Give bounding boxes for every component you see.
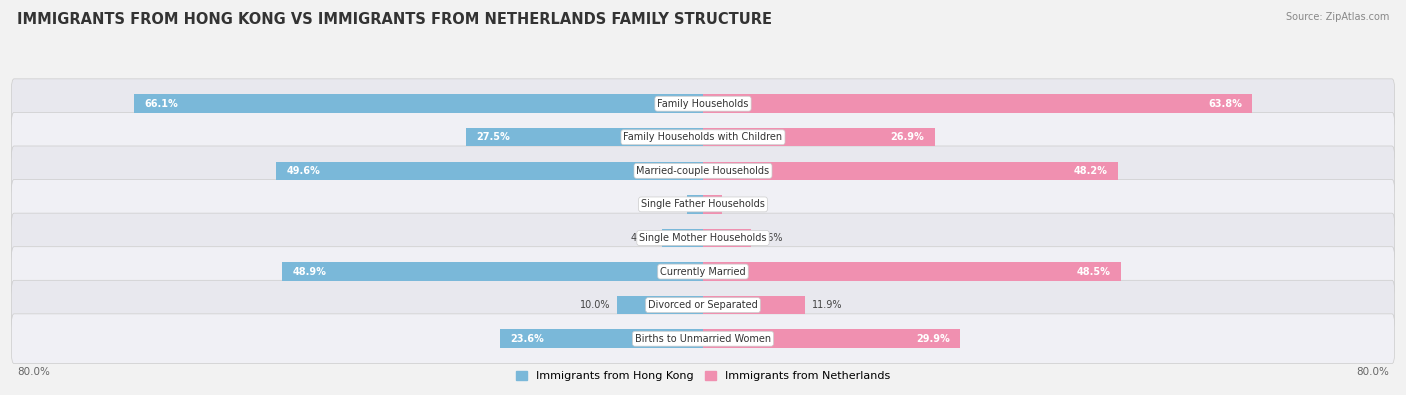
Text: Divorced or Separated: Divorced or Separated xyxy=(648,300,758,310)
Bar xyxy=(134,94,703,113)
Bar xyxy=(617,296,703,314)
Bar xyxy=(499,329,703,348)
Text: 80.0%: 80.0% xyxy=(1357,367,1389,377)
FancyBboxPatch shape xyxy=(11,280,1395,330)
Bar xyxy=(703,262,1121,281)
Bar xyxy=(276,162,703,180)
Text: Single Mother Households: Single Mother Households xyxy=(640,233,766,243)
FancyBboxPatch shape xyxy=(11,180,1395,229)
FancyBboxPatch shape xyxy=(11,113,1395,162)
Text: 27.5%: 27.5% xyxy=(477,132,510,142)
Text: Single Father Households: Single Father Households xyxy=(641,199,765,209)
Bar xyxy=(703,162,1118,180)
Text: 29.9%: 29.9% xyxy=(917,334,950,344)
Bar xyxy=(281,262,703,281)
Text: 26.9%: 26.9% xyxy=(890,132,924,142)
Text: 11.9%: 11.9% xyxy=(813,300,842,310)
Bar xyxy=(703,296,806,314)
Bar xyxy=(703,329,960,348)
FancyBboxPatch shape xyxy=(11,213,1395,263)
Text: 23.6%: 23.6% xyxy=(510,334,544,344)
Legend: Immigrants from Hong Kong, Immigrants from Netherlands: Immigrants from Hong Kong, Immigrants fr… xyxy=(512,366,894,386)
Text: 1.8%: 1.8% xyxy=(657,199,681,209)
Bar xyxy=(467,128,703,147)
Text: 2.2%: 2.2% xyxy=(728,199,754,209)
Bar xyxy=(662,229,703,247)
FancyBboxPatch shape xyxy=(11,79,1395,128)
Text: 48.9%: 48.9% xyxy=(292,267,326,276)
Text: Family Households: Family Households xyxy=(658,99,748,109)
Text: 49.6%: 49.6% xyxy=(287,166,321,176)
Text: 10.0%: 10.0% xyxy=(579,300,610,310)
Text: Married-couple Households: Married-couple Households xyxy=(637,166,769,176)
Bar xyxy=(688,195,703,214)
Text: 4.8%: 4.8% xyxy=(630,233,655,243)
Text: 66.1%: 66.1% xyxy=(143,99,177,109)
Text: IMMIGRANTS FROM HONG KONG VS IMMIGRANTS FROM NETHERLANDS FAMILY STRUCTURE: IMMIGRANTS FROM HONG KONG VS IMMIGRANTS … xyxy=(17,12,772,27)
FancyBboxPatch shape xyxy=(11,247,1395,296)
Text: Births to Unmarried Women: Births to Unmarried Women xyxy=(636,334,770,344)
Text: Family Households with Children: Family Households with Children xyxy=(623,132,783,142)
Text: 48.5%: 48.5% xyxy=(1077,267,1111,276)
Text: 63.8%: 63.8% xyxy=(1208,99,1241,109)
Bar xyxy=(703,229,751,247)
FancyBboxPatch shape xyxy=(11,146,1395,196)
Bar xyxy=(703,128,935,147)
Bar xyxy=(703,195,721,214)
Text: Source: ZipAtlas.com: Source: ZipAtlas.com xyxy=(1285,12,1389,22)
Text: 80.0%: 80.0% xyxy=(17,367,49,377)
Text: 5.6%: 5.6% xyxy=(758,233,783,243)
Text: 48.2%: 48.2% xyxy=(1074,166,1108,176)
Text: Currently Married: Currently Married xyxy=(661,267,745,276)
Bar xyxy=(703,94,1253,113)
FancyBboxPatch shape xyxy=(11,314,1395,363)
